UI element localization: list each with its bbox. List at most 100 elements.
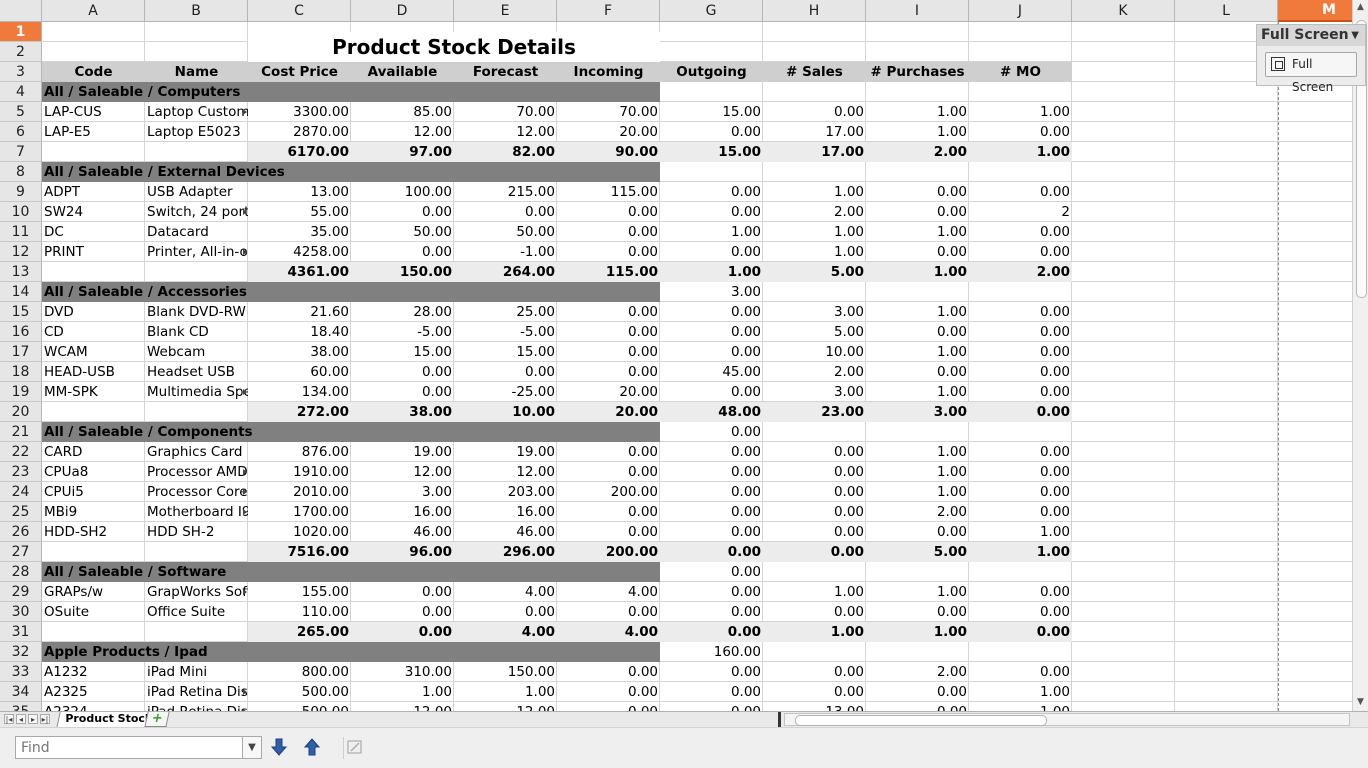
row-header-16[interactable]: 16 [0, 322, 42, 342]
row-header-31[interactable]: 31 [0, 622, 42, 642]
subtotal-value[interactable]: 0.00 [418, 624, 452, 640]
item-value[interactable]: -25.00 [511, 384, 555, 400]
item-value[interactable]: 20.00 [619, 124, 658, 140]
item-value[interactable]: 0.00 [730, 444, 761, 460]
subtotal-value[interactable]: 20.00 [615, 404, 658, 420]
item-value[interactable]: 0.00 [730, 504, 761, 520]
vertical-scrollbar[interactable]: ▲ ▼ [1352, 0, 1368, 711]
item-value[interactable]: 0.00 [421, 584, 452, 600]
row-header-22[interactable]: 22 [0, 442, 42, 462]
item-value[interactable]: 0.00 [524, 364, 555, 380]
item-value[interactable]: 0.00 [1039, 364, 1070, 380]
item-value[interactable]: 4.00 [627, 584, 658, 600]
item-value[interactable]: 0.00 [1039, 184, 1070, 200]
item-value[interactable]: 0.00 [627, 664, 658, 680]
last-sheet-icon[interactable]: ▸| [40, 714, 50, 724]
sheet-title[interactable]: Product Stock Details [248, 32, 660, 62]
item-value[interactable]: 1910.00 [293, 464, 349, 480]
column-title[interactable]: Outgoing [660, 62, 763, 82]
row-header-20[interactable]: 20 [0, 402, 42, 422]
item-value[interactable]: 0.00 [730, 304, 761, 320]
item-value[interactable]: 45.00 [722, 364, 761, 380]
item-value[interactable]: 1.00 [833, 584, 864, 600]
row-header-6[interactable]: 6 [0, 122, 42, 142]
item-value[interactable]: 0.00 [627, 504, 658, 520]
item-value[interactable]: 0.00 [1039, 444, 1070, 460]
item-value[interactable]: 12.00 [516, 464, 555, 480]
column-title[interactable]: # Purchases [866, 62, 969, 82]
item-value[interactable]: 0.00 [627, 524, 658, 540]
column-title[interactable]: Available [351, 62, 454, 82]
product-code[interactable]: MM-SPK [44, 384, 98, 400]
item-value[interactable]: 1.00 [730, 224, 761, 240]
subtotal-value[interactable]: 6170.00 [287, 144, 350, 160]
row-header-24[interactable]: 24 [0, 482, 42, 502]
item-value[interactable]: -5.00 [520, 324, 555, 340]
item-value[interactable]: 1.00 [936, 444, 967, 460]
item-value[interactable]: 0.00 [833, 604, 864, 620]
item-value[interactable]: 1700.00 [293, 504, 349, 520]
item-value[interactable]: 16.00 [516, 504, 555, 520]
item-value[interactable]: 0.00 [627, 224, 658, 240]
item-value[interactable]: 19.00 [413, 444, 452, 460]
select-all-corner[interactable] [0, 0, 42, 22]
product-name[interactable]: Processor Core i5 [147, 484, 248, 500]
item-value[interactable]: 0.00 [936, 364, 967, 380]
item-value[interactable]: 3.00 [421, 484, 452, 500]
item-value[interactable]: 0.00 [1039, 384, 1070, 400]
item-value[interactable]: 0.00 [936, 244, 967, 260]
tab-splitter-handle[interactable] [778, 712, 781, 727]
item-value[interactable]: 5.00 [833, 324, 864, 340]
item-value[interactable]: 0.00 [627, 344, 658, 360]
subtotal-value[interactable]: 150.00 [399, 264, 452, 280]
item-value[interactable]: 0.00 [730, 324, 761, 340]
subtotal-value[interactable]: 115.00 [605, 264, 658, 280]
item-value[interactable]: 0.00 [1039, 224, 1070, 240]
row-header-17[interactable]: 17 [0, 342, 42, 362]
item-value[interactable]: 2.00 [833, 204, 864, 220]
item-value[interactable]: 1.00 [936, 124, 967, 140]
product-code[interactable]: CPUa8 [44, 464, 89, 480]
item-value[interactable]: 1.00 [936, 384, 967, 400]
prev-sheet-icon[interactable]: ◂ [16, 714, 26, 724]
item-value[interactable]: 1.00 [969, 702, 1072, 711]
item-value[interactable]: 0.00 [421, 384, 452, 400]
item-value[interactable]: 876.00 [301, 444, 349, 460]
item-value[interactable]: 0.00 [627, 324, 658, 340]
item-value[interactable]: 3.00 [833, 384, 864, 400]
item-value[interactable]: 12.00 [516, 124, 555, 140]
item-value[interactable]: -1.00 [520, 244, 555, 260]
row-header-3[interactable]: 3 [0, 62, 42, 82]
product-code[interactable]: A1232 [44, 664, 88, 680]
item-value[interactable]: 0.00 [627, 444, 658, 460]
column-header-g[interactable]: G [660, 0, 763, 22]
item-value[interactable]: 500.00 [248, 702, 351, 711]
subtotal-value[interactable]: 0.00 [1036, 624, 1070, 640]
product-code[interactable]: DC [44, 224, 64, 240]
item-value[interactable]: 0.00 [730, 664, 761, 680]
category-outgoing-value[interactable]: 0.00 [730, 564, 761, 580]
row-header-15[interactable]: 15 [0, 302, 42, 322]
spreadsheet-grid[interactable]: A B C D E F G H I J K L M 1 2 3 4 5 6 7 8 9 10 11 12 13 14 15 16 17 18… [0, 0, 1352, 711]
row-header-25[interactable]: 25 [0, 502, 42, 522]
row-header-2[interactable]: 2 [0, 42, 42, 62]
subtotal-value[interactable]: 4.00 [521, 624, 555, 640]
subtotal-value[interactable]: 2.00 [933, 144, 967, 160]
item-value[interactable]: 2.00 [936, 664, 967, 680]
column-header-f[interactable]: F [557, 0, 660, 22]
subtotal-value[interactable]: 5.00 [830, 264, 864, 280]
item-value[interactable]: 203.00 [507, 484, 555, 500]
column-header-c[interactable]: C [248, 0, 351, 22]
next-sheet-icon[interactable]: ▸ [28, 714, 38, 724]
subtotal-value[interactable]: 4.00 [624, 624, 658, 640]
item-value[interactable]: 0.00 [421, 204, 452, 220]
item-value[interactable]: 60.00 [310, 364, 349, 380]
item-value[interactable]: 35.00 [310, 224, 349, 240]
item-value[interactable]: 0.00 [524, 204, 555, 220]
item-value[interactable]: 0.00 [557, 702, 660, 711]
item-value[interactable]: 100.00 [404, 184, 452, 200]
product-code[interactable]: PRINT [44, 244, 84, 260]
subtotal-value[interactable]: 0.00 [1036, 404, 1070, 420]
category-header[interactable]: All / Saleable / Software [42, 562, 660, 582]
item-value[interactable]: 4258.00 [293, 244, 349, 260]
